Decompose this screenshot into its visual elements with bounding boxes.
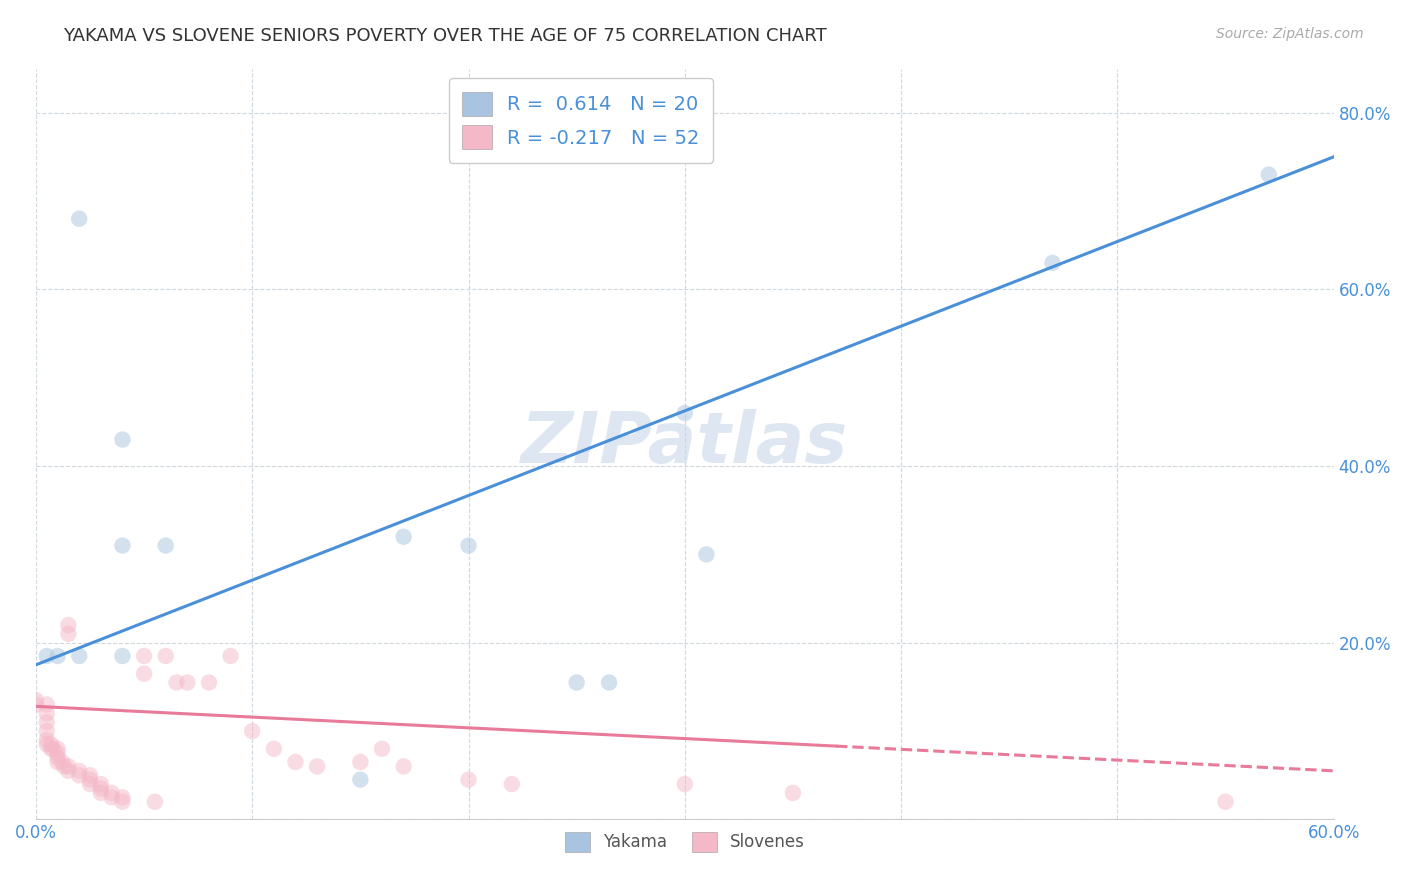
Point (132, 648, 155, 663)
Point (39, 741, 62, 756)
Point (90, 777, 112, 791)
Text: YAKAMA VS SLOVENE SENIORS POVERTY OVER THE AGE OF 75 CORRELATION CHART: YAKAMA VS SLOVENE SENIORS POVERTY OVER T… (63, 27, 827, 45)
Point (79, 777, 101, 791)
Point (100, 790, 122, 805)
Point (598, 675, 620, 690)
Point (392, 759, 415, 773)
Point (111, 433, 134, 447)
Point (111, 648, 134, 663)
Point (392, 530, 415, 544)
Point (349, 772, 371, 787)
Point (42, 741, 65, 756)
Point (132, 666, 155, 681)
Point (79, 772, 101, 787)
Point (46, 755, 69, 769)
Point (79, 768, 101, 782)
Point (100, 786, 122, 800)
Point (155, 539, 177, 553)
Point (1257, 168, 1279, 182)
Point (371, 741, 394, 756)
Point (58, 627, 80, 641)
Text: ZIPatlas: ZIPatlas (522, 409, 848, 478)
Point (240, 724, 263, 739)
Point (176, 675, 198, 690)
Point (35, 648, 58, 663)
Point (25, 698, 48, 712)
Point (35, 732, 58, 747)
Point (673, 777, 696, 791)
Point (67, 768, 90, 782)
Point (35, 715, 58, 730)
Point (155, 648, 177, 663)
Point (307, 759, 329, 773)
Point (1042, 256, 1064, 270)
Point (35, 724, 58, 739)
Point (51, 755, 73, 769)
Point (35, 698, 58, 712)
Point (782, 786, 804, 800)
Point (284, 755, 307, 769)
Point (111, 790, 134, 805)
Point (35, 737, 58, 751)
Text: Source: ZipAtlas.com: Source: ZipAtlas.com (1216, 27, 1364, 41)
Point (46, 648, 69, 663)
Point (263, 741, 285, 756)
Point (695, 548, 717, 562)
Point (1215, 795, 1237, 809)
Point (58, 764, 80, 778)
Point (46, 750, 69, 764)
Point (501, 777, 523, 791)
Legend: Yakama, Slovenes: Yakama, Slovenes (553, 820, 817, 863)
Point (53, 759, 76, 773)
Point (457, 539, 479, 553)
Point (46, 746, 69, 760)
Point (39, 737, 62, 751)
Point (143, 795, 166, 809)
Point (46, 741, 69, 756)
Point (673, 406, 696, 420)
Point (25, 693, 48, 707)
Point (58, 759, 80, 773)
Point (349, 755, 371, 769)
Point (111, 795, 134, 809)
Point (90, 786, 112, 800)
Point (35, 706, 58, 721)
Point (166, 675, 188, 690)
Point (198, 675, 221, 690)
Point (565, 675, 588, 690)
Point (457, 772, 479, 787)
Point (111, 539, 134, 553)
Point (219, 648, 242, 663)
Point (90, 781, 112, 796)
Point (67, 648, 90, 663)
Point (58, 618, 80, 632)
Point (67, 764, 90, 778)
Point (67, 211, 90, 226)
